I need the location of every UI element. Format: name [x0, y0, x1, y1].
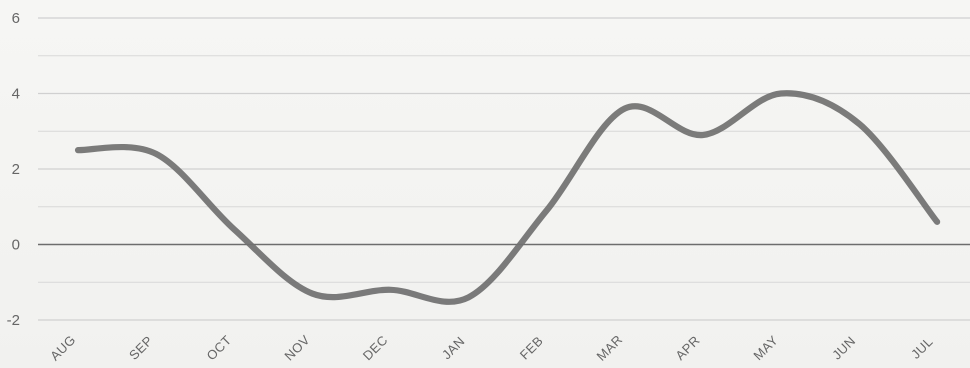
y-axis-layer: -2 0 2 4 6	[7, 10, 20, 329]
y-tick-label: -2	[7, 312, 20, 329]
x-tick-label: OCT	[204, 332, 235, 363]
x-tick-label: AUG	[47, 332, 78, 363]
x-tick-label: DEC	[360, 332, 391, 363]
x-tick-label: FEB	[517, 333, 546, 362]
grid-layer	[38, 17, 970, 321]
y-tick-label: 0	[12, 237, 20, 254]
series-layer	[74, 90, 941, 305]
y-tick-label: 2	[12, 161, 20, 178]
x-tick-label: SEP	[126, 333, 156, 363]
y-tick-label: 6	[12, 10, 20, 27]
x-tick-label: NOV	[281, 332, 312, 363]
y-tick-label: 4	[12, 86, 20, 103]
x-tick-label: APR	[672, 333, 702, 363]
x-tick-label: MAR	[594, 332, 626, 364]
x-axis-layer: AUG SEP OCT NOV DEC JAN FEB MAR APR MAY JUN JUL	[47, 332, 936, 364]
x-tick-label: JAN	[439, 333, 468, 362]
series-line	[74, 90, 941, 305]
x-tick-label: JUN	[829, 333, 858, 362]
x-tick-label: MAY	[750, 332, 781, 363]
x-tick-label: JUL	[908, 334, 936, 362]
